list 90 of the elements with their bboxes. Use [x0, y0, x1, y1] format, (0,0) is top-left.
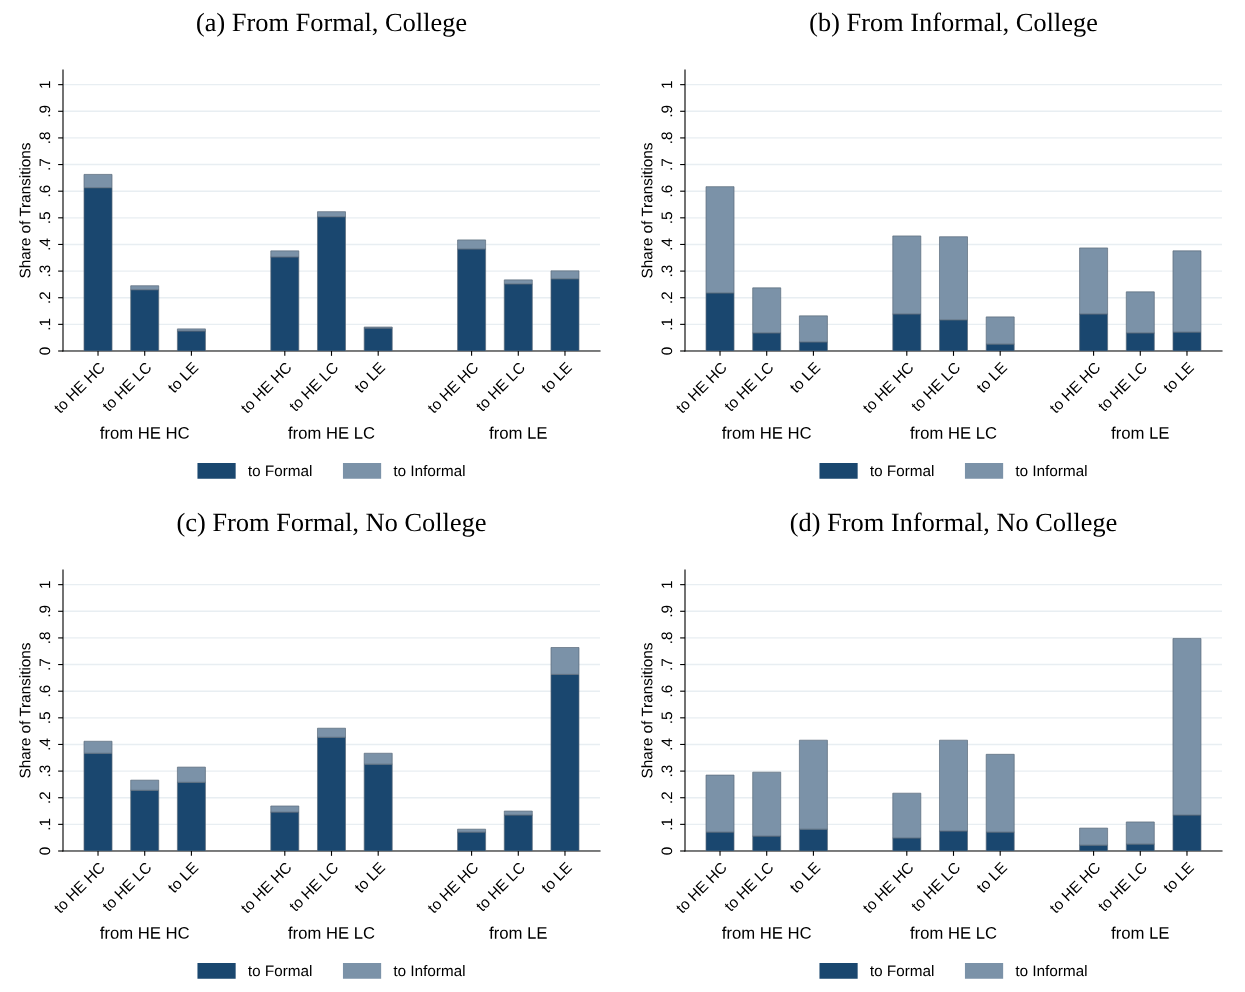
y-tick-label: .4	[39, 238, 51, 250]
x-tick-label: to LE	[540, 861, 573, 894]
x-tick-label: to LE	[353, 861, 386, 894]
y-tick-label: .9	[661, 105, 673, 117]
y-tick-label: 0	[39, 347, 51, 355]
bar	[503, 814, 533, 851]
text: from HE HC	[100, 926, 189, 939]
chart-title: (a) From Formal, College	[197, 12, 467, 37]
y-tick-label: .4	[661, 738, 673, 750]
text: from HE LC	[910, 926, 997, 939]
bar	[177, 330, 206, 351]
y-tick-label: .6	[661, 685, 673, 697]
y-tick-label: .5	[661, 712, 673, 723]
y-tick-label: .8	[661, 632, 673, 643]
x-tick-label: to LE	[1162, 361, 1195, 394]
y-tick-label: .3	[661, 765, 673, 777]
y-tick-label: .2	[39, 792, 51, 803]
legend-label: to Formal	[870, 465, 934, 477]
y-tick-label: .8	[661, 132, 673, 143]
y-axis-title: Share of Transitions	[641, 643, 653, 778]
legend-label: to Informal	[1015, 465, 1087, 477]
x-tick-label: to LE	[353, 361, 386, 394]
y-tick-label: .7	[661, 658, 673, 670]
y-tick-label: 1	[39, 81, 51, 88]
y-tick-label: .1	[661, 318, 673, 330]
y-tick-label: .2	[661, 792, 673, 803]
legend-label: to Informal	[393, 465, 465, 477]
y-tick-label: .6	[39, 185, 51, 197]
x-tick-label: to LE	[540, 361, 573, 394]
y-tick-label: .3	[39, 765, 51, 777]
legend-label: to Formal	[870, 965, 934, 977]
y-tick-label: 1	[661, 581, 673, 588]
chart-title: (b) From Informal, College	[810, 12, 1097, 37]
bar	[363, 327, 393, 351]
legend-label: to Formal	[248, 465, 312, 477]
text: from HE LC	[288, 426, 375, 439]
y-axis-title: Share of Transitions	[19, 143, 31, 278]
y-tick-label: .1	[39, 818, 51, 830]
y-axis-title: Share of Transitions	[641, 143, 653, 278]
text: from LE	[1111, 426, 1169, 439]
y-tick-label: .9	[661, 605, 673, 617]
y-tick-label: .6	[661, 185, 673, 197]
y-tick-label: .2	[661, 292, 673, 303]
legend-label: to Formal	[248, 965, 312, 977]
bar	[130, 289, 160, 351]
y-tick-label: 0	[661, 847, 673, 855]
y-tick-label: 0	[39, 847, 51, 855]
y-tick-label: 1	[661, 81, 673, 88]
y-tick-label: .1	[661, 818, 673, 830]
y-tick-label: .5	[661, 212, 673, 223]
text: from LE	[489, 426, 547, 439]
x-tick-label: to LE	[975, 361, 1008, 394]
bar	[503, 283, 533, 351]
y-tick-label: .2	[39, 292, 51, 303]
y-tick-label: .9	[39, 605, 51, 617]
bar	[457, 831, 486, 851]
y-tick-label: .7	[661, 158, 673, 170]
y-tick-label: 1	[39, 581, 51, 588]
y-tick-label: .5	[39, 212, 51, 223]
y-tick-label: .5	[39, 712, 51, 723]
x-tick-label: to LE	[975, 861, 1008, 894]
x-tick-label: to LE	[788, 361, 821, 394]
y-tick-label: .6	[39, 685, 51, 697]
chart-title: (c) From Formal, No College	[177, 512, 486, 537]
x-tick-label: to LE	[1162, 861, 1195, 894]
y-tick-label: .1	[39, 318, 51, 330]
x-tick-label: to LE	[166, 361, 199, 394]
y-tick-label: .4	[661, 238, 673, 250]
x-tick-label: to LE	[788, 861, 821, 894]
y-tick-label: .8	[39, 132, 51, 143]
chart-title: (d) From Informal, No College	[790, 512, 1117, 537]
y-tick-label: 0	[661, 347, 673, 355]
legend-label: to Informal	[1015, 965, 1087, 977]
y-axis-title: Share of Transitions	[19, 643, 31, 778]
y-tick-label: .9	[39, 105, 51, 117]
y-tick-label: .8	[39, 632, 51, 643]
y-tick-label: .7	[39, 658, 51, 670]
legend-label: to Informal	[393, 965, 465, 977]
text: from HE HC	[722, 426, 811, 439]
y-tick-label: .3	[661, 265, 673, 277]
text: from HE HC	[100, 426, 189, 439]
y-tick-label: .7	[39, 158, 51, 170]
text: from LE	[489, 926, 547, 939]
x-tick-label: to LE	[166, 861, 199, 894]
text: from HE HC	[722, 926, 811, 939]
text: from HE LC	[910, 426, 997, 439]
y-tick-label: .4	[39, 738, 51, 750]
y-tick-label: .3	[39, 265, 51, 277]
text: from LE	[1111, 926, 1169, 939]
text: from HE LC	[288, 926, 375, 939]
